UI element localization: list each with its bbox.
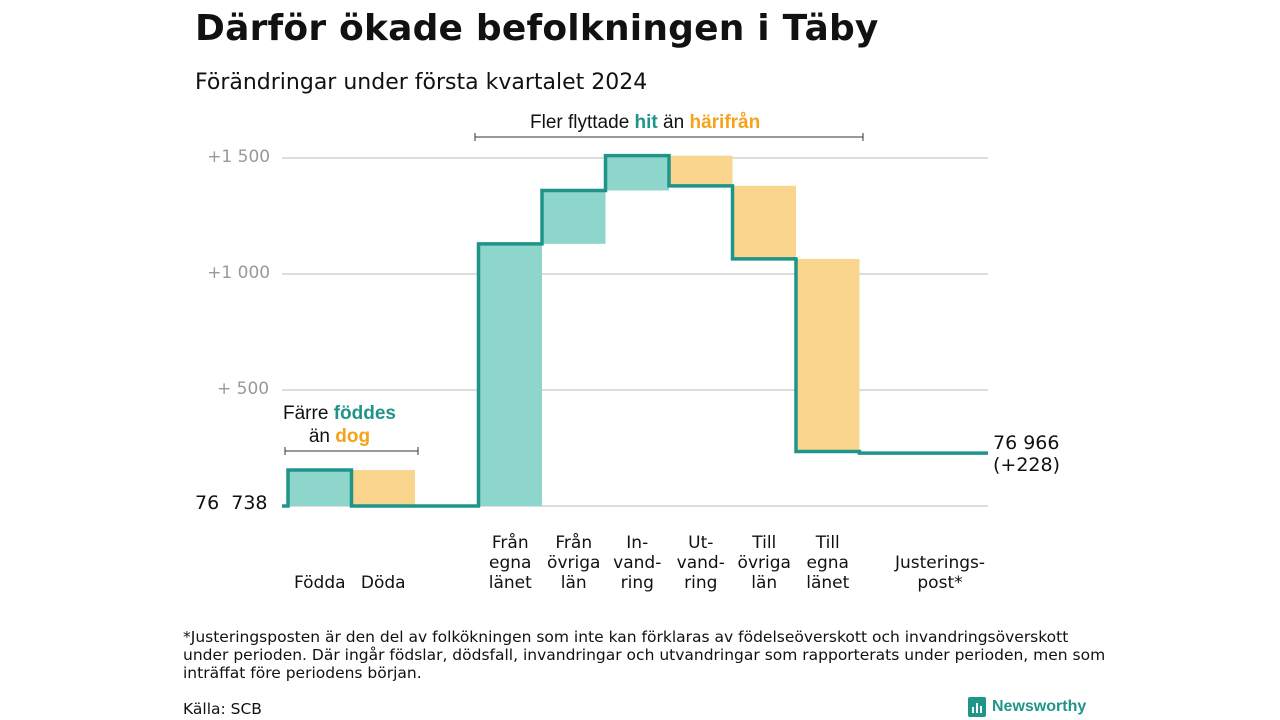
category-label: Till egna länet bbox=[793, 533, 863, 593]
chart-title: Därför ökade befolkningen i Täby bbox=[195, 8, 879, 49]
bar-6 bbox=[669, 155, 733, 186]
chart-subtitle: Förändringar under första kvartalet 2024 bbox=[195, 70, 648, 95]
bar-7 bbox=[732, 185, 796, 259]
annotation-dog: dog bbox=[335, 426, 371, 447]
category-label-line: län bbox=[560, 573, 587, 593]
end-value-change: (+228) bbox=[993, 454, 1061, 476]
category-label: Justerings-post* bbox=[885, 553, 995, 593]
annotation-births-deaths: Färre föddes än dog bbox=[283, 402, 396, 448]
category-label: Ut-vand-ring bbox=[666, 533, 736, 593]
category-label-line: Från bbox=[555, 533, 593, 553]
category-label-line: vand- bbox=[613, 553, 662, 573]
category-label-line: övriga bbox=[547, 553, 601, 573]
annotation-foddes: föddes bbox=[333, 403, 396, 424]
category-label-line: In- bbox=[626, 533, 649, 553]
bracket-births-deaths bbox=[284, 447, 419, 455]
annotation-fler-prefix: Fler flyttade bbox=[530, 112, 630, 133]
source-label: Källa: SCB bbox=[183, 700, 262, 718]
category-label-line: Döda bbox=[360, 573, 406, 593]
category-label-line: Ut- bbox=[688, 533, 714, 553]
y-axis-label: + 500 bbox=[217, 379, 270, 399]
category-label-line: ring bbox=[620, 573, 654, 593]
category-label-line: länet bbox=[488, 573, 532, 593]
newsworthy-logo-icon bbox=[968, 697, 986, 717]
cumulative-step-line bbox=[282, 153, 988, 508]
bar-8 bbox=[796, 258, 860, 452]
bar-2 bbox=[351, 470, 415, 506]
footnote: *Justeringsposten är den del av folkökni… bbox=[183, 628, 1106, 682]
bar-1 bbox=[288, 470, 352, 506]
category-label-line: län bbox=[751, 573, 778, 593]
bar-5 bbox=[605, 155, 669, 191]
bar-4 bbox=[542, 190, 606, 244]
category-label: Födda bbox=[285, 573, 355, 593]
category-label-line: Till bbox=[752, 533, 777, 553]
category-label: In-vand-ring bbox=[602, 533, 672, 593]
category-label-line: ring bbox=[684, 573, 718, 593]
annotation-moved-here: Fler flyttade hit än härifrån bbox=[530, 112, 760, 134]
annotation-hit: hit bbox=[634, 112, 658, 133]
category-label-line: Från bbox=[491, 533, 529, 553]
bracket-migration bbox=[474, 133, 864, 141]
category-label-line: Födda bbox=[293, 573, 346, 593]
category-label: Döda bbox=[348, 573, 418, 593]
category-label-line: Till bbox=[815, 533, 840, 553]
category-label-line: Justerings- bbox=[894, 553, 986, 573]
annotation-an: än bbox=[663, 112, 685, 133]
category-label: Från övriga län bbox=[539, 533, 609, 593]
y-axis-label: +1 000 bbox=[207, 263, 271, 283]
category-label-line: post* bbox=[917, 573, 963, 593]
category-label-line: övriga bbox=[737, 553, 791, 573]
y-axis-label: +1 500 bbox=[207, 147, 271, 167]
annotation-farre-prefix: Färre bbox=[283, 403, 329, 424]
brand-name: Newsworthy bbox=[992, 698, 1087, 715]
category-label: Till övriga län bbox=[729, 533, 799, 593]
start-value-label: 76 738 bbox=[195, 492, 268, 514]
bar-3 bbox=[478, 243, 542, 506]
category-label-line: vand- bbox=[676, 553, 725, 573]
newsworthy-logo: Newsworthy bbox=[968, 697, 1086, 717]
annotation-harifran: härifrån bbox=[689, 112, 761, 133]
annotation-an-2: än bbox=[308, 426, 330, 447]
end-value-label: 76 966 (+228) bbox=[993, 432, 1060, 476]
end-value-population: 76 966 bbox=[993, 432, 1060, 454]
category-label: Från egna länet bbox=[475, 533, 545, 593]
category-label-line: länet bbox=[806, 573, 850, 593]
category-label-line: egna bbox=[806, 553, 849, 573]
category-label-line: egna bbox=[489, 553, 532, 573]
